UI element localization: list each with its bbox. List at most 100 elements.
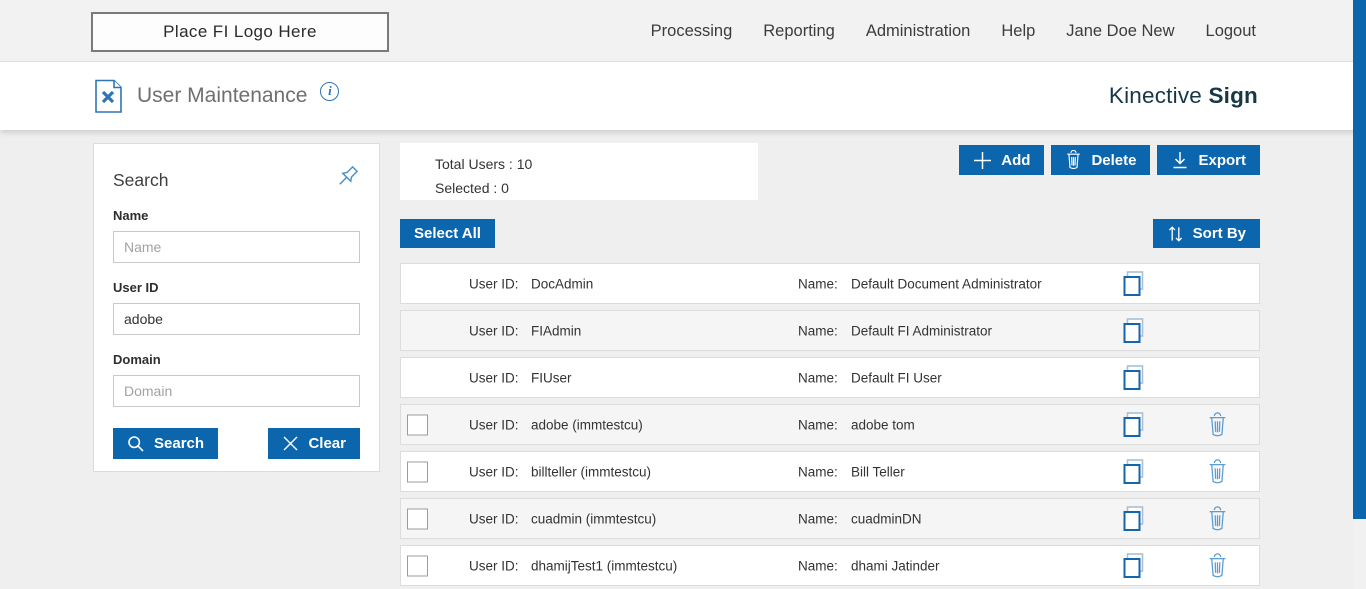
table-row: User ID: FIAdmin Name: Default FI Admini… <box>400 310 1260 351</box>
trash-icon[interactable] <box>1207 505 1228 532</box>
list-toolbar: Select All Sort By <box>400 219 1260 248</box>
name-value: cuadminDN <box>851 511 922 526</box>
user-id-value: dhamijTest1 (immtestcu) <box>531 558 678 573</box>
search-button[interactable]: Search <box>113 428 219 459</box>
name-input[interactable] <box>113 231 360 263</box>
total-users-line: Total Users : 10 <box>435 152 758 176</box>
table-row: User ID: adobe (immtestcu) Name: adobe t… <box>400 404 1260 445</box>
selected-count: 0 <box>501 180 509 196</box>
user-id-label: User ID: <box>469 558 519 573</box>
search-panel-title: Search <box>113 170 169 190</box>
page-title: User Maintenance <box>137 84 308 107</box>
clear-x-icon <box>282 435 299 452</box>
user-id-value: adobe (immtestcu) <box>531 417 643 432</box>
copy-icon[interactable] <box>1123 270 1147 297</box>
select-all-label: Select All <box>414 225 481 242</box>
row-checkbox[interactable] <box>407 461 428 482</box>
copy-icon[interactable] <box>1123 411 1147 438</box>
table-row: User ID: dhamijTest1 (immtestcu) Name: d… <box>400 545 1260 586</box>
row-checkbox[interactable] <box>407 508 428 529</box>
delete-button[interactable]: Delete <box>1051 145 1151 175</box>
sort-arrows-icon <box>1167 224 1184 244</box>
user-id-label: User ID: <box>469 511 519 526</box>
name-label: Name: <box>798 370 838 385</box>
summary-box: Total Users : 10 Selected : 0 <box>400 143 758 200</box>
export-button-label: Export <box>1198 151 1246 169</box>
trash-icon[interactable] <box>1207 458 1228 485</box>
search-button-label: Search <box>154 435 205 452</box>
brand-logo: Kinective Sign <box>1109 83 1258 109</box>
name-value: Default FI Administrator <box>851 323 993 338</box>
name-label: Name: <box>798 511 838 526</box>
table-row: User ID: billteller (immtestcu) Name: Bi… <box>400 451 1260 492</box>
vertical-scrollbar <box>1353 0 1366 589</box>
nav-item-reporting[interactable]: Reporting <box>763 21 835 40</box>
export-button[interactable]: Export <box>1157 145 1260 175</box>
user-maintenance-icon <box>93 79 124 114</box>
user-rows: User ID: DocAdmin Name: Default Document… <box>400 263 1260 586</box>
nav-item-help[interactable]: Help <box>1001 21 1036 40</box>
info-icon[interactable]: i <box>320 81 340 101</box>
download-icon <box>1171 151 1189 170</box>
brand-name: Kinective <box>1108 83 1209 108</box>
trash-icon <box>1065 149 1082 170</box>
brand-product: Sign <box>1208 83 1258 108</box>
copy-icon[interactable] <box>1123 317 1147 344</box>
name-value: Default FI User <box>851 370 942 385</box>
plus-icon <box>973 151 992 170</box>
selected-label: Selected : <box>435 180 502 196</box>
row-checkbox[interactable] <box>407 414 428 435</box>
fi-logo-placeholder: Place FI Logo Here <box>91 12 389 52</box>
user-id-value: FIUser <box>531 370 572 385</box>
name-field-label: Name <box>113 208 149 223</box>
copy-icon[interactable] <box>1123 505 1147 532</box>
name-label: Name: <box>798 417 838 432</box>
search-panel: Search Name User ID Domain <box>93 143 380 472</box>
clear-button[interactable]: Clear <box>268 428 360 459</box>
main-area: Search Name User ID Domain <box>0 130 1366 589</box>
user-id-label: User ID: <box>469 370 519 385</box>
nav-item-logout[interactable]: Logout <box>1205 21 1256 40</box>
page-header: User Maintenance i Kinective Sign <box>0 62 1366 130</box>
name-value: Bill Teller <box>851 464 905 479</box>
domain-field-label: Domain <box>113 352 161 367</box>
nav-item-user-name[interactable]: Jane Doe New <box>1066 21 1175 40</box>
copy-icon[interactable] <box>1123 458 1147 485</box>
name-value: Default Document Administrator <box>851 276 1042 291</box>
domain-input[interactable] <box>113 375 360 407</box>
user-id-value: cuadmin (immtestcu) <box>531 511 657 526</box>
total-users-count: 10 <box>516 156 533 172</box>
name-label: Name: <box>798 323 838 338</box>
user-list-section: Total Users : 10 Selected : 0 Add <box>400 143 1260 586</box>
row-checkbox[interactable] <box>407 555 428 576</box>
top-bar: Place FI Logo Here Processing Reporting … <box>0 0 1366 62</box>
user-id-label: User ID: <box>469 276 519 291</box>
table-row: User ID: cuadmin (immtestcu) Name: cuadm… <box>400 498 1260 539</box>
name-label: Name: <box>798 276 838 291</box>
name-label: Name: <box>798 464 838 479</box>
total-users-label: Total Users : <box>435 156 517 172</box>
sort-by-label: Sort By <box>1192 225 1246 242</box>
pin-icon[interactable] <box>333 164 360 191</box>
copy-icon[interactable] <box>1123 552 1147 579</box>
sort-by-button[interactable]: Sort By <box>1152 219 1260 248</box>
action-buttons: Add Delete <box>959 145 1260 175</box>
page-header-left: User Maintenance i <box>93 79 340 114</box>
scrollbar-thumb[interactable] <box>1353 0 1366 519</box>
add-button[interactable]: Add <box>959 145 1045 175</box>
user-id-value: billteller (immtestcu) <box>531 464 652 479</box>
nav-item-processing[interactable]: Processing <box>650 21 733 40</box>
trash-icon[interactable] <box>1207 411 1228 438</box>
copy-icon[interactable] <box>1123 364 1147 391</box>
delete-button-label: Delete <box>1091 151 1137 169</box>
top-nav: Processing Reporting Administration Help… <box>651 0 1256 62</box>
select-all-button[interactable]: Select All <box>400 219 495 248</box>
clear-button-label: Clear <box>308 435 346 452</box>
table-row: User ID: FIUser Name: Default FI User <box>400 357 1260 398</box>
trash-icon[interactable] <box>1207 552 1228 579</box>
user-id-input[interactable] <box>113 303 360 335</box>
user-id-label: User ID: <box>469 323 519 338</box>
nav-item-administration[interactable]: Administration <box>865 21 971 40</box>
name-value: dhami Jatinder <box>851 558 940 573</box>
add-button-label: Add <box>1001 151 1031 169</box>
